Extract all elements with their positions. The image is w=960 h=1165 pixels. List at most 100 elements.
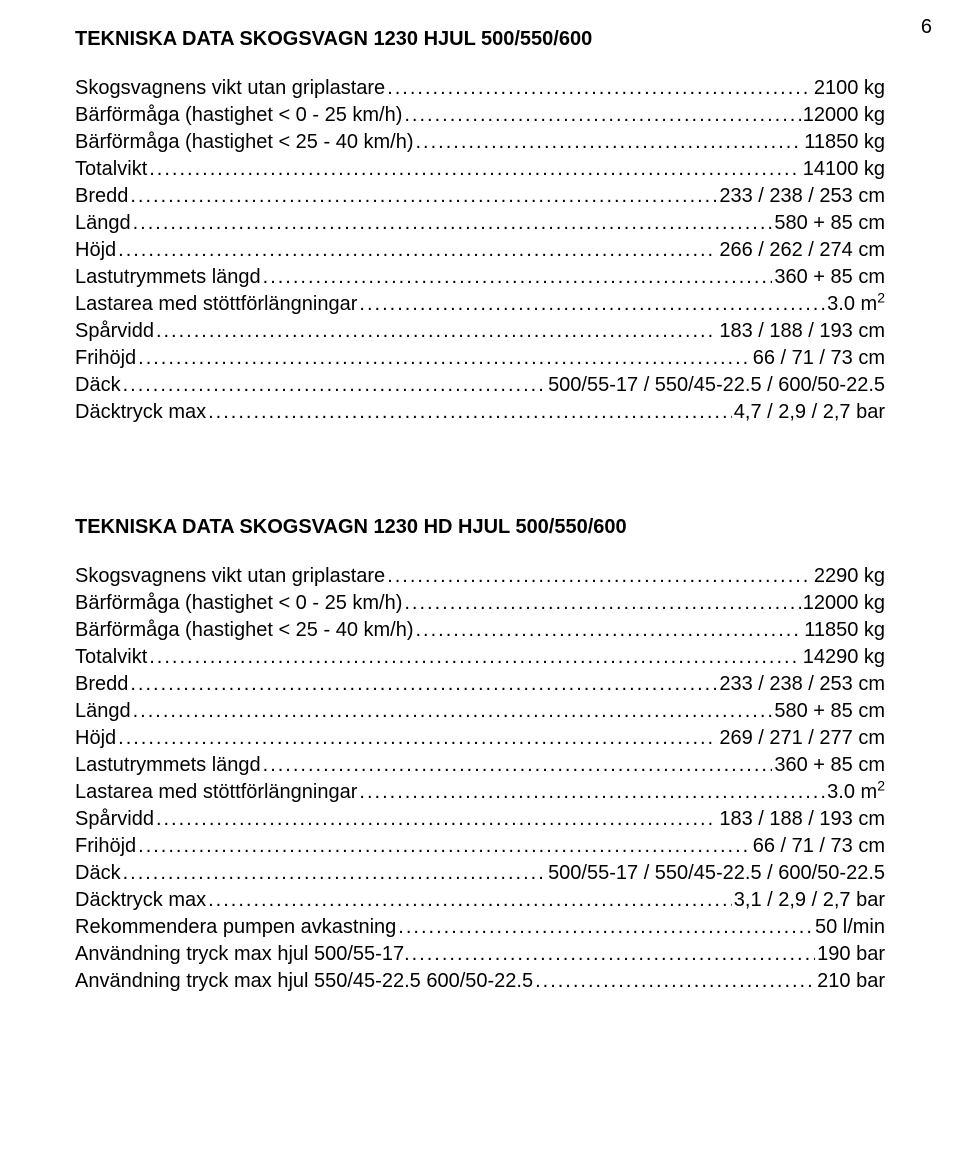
leader-dots [133,698,773,725]
spec-row: Bärförmåga (hastighet < 25 - 40 km/h) 11… [75,617,885,644]
spec-value: 269 / 271 / 277 cm [719,725,885,752]
spec-value: 580 + 85 cm [774,698,885,725]
spec-row: Rekommendera pumpen avkastning 50 l/min [75,914,885,941]
spec-label: Spårvidd [75,318,154,345]
spec-row: Frihöjd 66 / 71 / 73 cm [75,345,885,372]
leader-dots [416,617,803,644]
spec-value: 4,7 / 2,9 / 2,7 bar [734,399,885,426]
spec-label: Höjd [75,725,116,752]
spec-label: Lastutrymmets längd [75,752,261,779]
spec-label: Lastutrymmets längd [75,264,261,291]
spec-value: 3,1 / 2,9 / 2,7 bar [734,887,885,914]
spec-row: Lastarea med stöttförlängningar 3.0 m2 [75,291,885,318]
leader-dots [118,725,717,752]
leader-dots [398,914,813,941]
spec-value: 183 / 188 / 193 cm [719,318,885,345]
spec-label: Frihöjd [75,345,136,372]
document-page: 6 TEKNISKA DATA SKOGSVAGN 1230 HJUL 500/… [0,0,960,1165]
spec-value: 3.0 m2 [827,779,885,806]
spec-label: Bärförmåga (hastighet < 0 - 25 km/h) [75,590,402,617]
spec-row: Höjd 266 / 262 / 274 cm [75,237,885,264]
spec-row: Lastutrymmets längd 360 + 85 cm [75,264,885,291]
leader-dots [149,156,800,183]
spec-value: 233 / 238 / 253 cm [719,671,885,698]
leader-dots [412,941,816,968]
spec-label: Rekommendera pumpen avkastning [75,914,396,941]
page-number: 6 [921,16,932,39]
spec-value: 210 bar [817,968,885,995]
leader-dots [387,75,812,102]
spec-row: Totalvikt 14290 kg [75,644,885,671]
leader-dots [416,129,803,156]
spec-label: Användning tryck max hjul 550/45-22.5 60… [75,968,533,995]
leader-dots [387,563,812,590]
page-content: TEKNISKA DATA SKOGSVAGN 1230 HJUL 500/55… [75,28,885,995]
spec-row: Bärförmåga (hastighet < 25 - 40 km/h) 11… [75,129,885,156]
leader-dots [123,372,546,399]
leader-dots [149,644,800,671]
spec-label: Frihöjd [75,833,136,860]
spec-label: Däck [75,372,121,399]
leader-dots [263,264,773,291]
leader-dots [263,752,773,779]
spec-label: Höjd [75,237,116,264]
leader-dots [156,806,717,833]
spec-label: Bärförmåga (hastighet < 25 - 40 km/h) [75,129,414,156]
spec-row: Längd 580 + 85 cm [75,210,885,237]
spec-label: Bredd [75,183,128,210]
spec-value: 580 + 85 cm [774,210,885,237]
spec-row: Frihöjd 66 / 71 / 73 cm [75,833,885,860]
spec-row: Skogsvagnens vikt utan griplastare 2290 … [75,563,885,590]
spec-row: Höjd 269 / 271 / 277 cm [75,725,885,752]
leader-dots [130,671,717,698]
spec-value: 190 bar [817,941,885,968]
spec-row: Lastutrymmets längd 360 + 85 cm [75,752,885,779]
spec-label: Skogsvagnens vikt utan griplastare [75,75,385,102]
spec-label: Användning tryck max hjul 500/55-17. [75,941,410,968]
spec-label: Bärförmåga (hastighet < 25 - 40 km/h) [75,617,414,644]
spec-row: Bärförmåga (hastighet < 0 - 25 km/h) 120… [75,102,885,129]
section-gap [75,426,885,516]
leader-dots [138,833,751,860]
spec-row: Däck 500/55-17 / 550/45-22.5 / 600/50-22… [75,372,885,399]
spec-label: Totalvikt [75,644,147,671]
spec-label: Lastarea med stöttförlängningar [75,779,357,806]
leader-dots [133,210,773,237]
spec-value: 66 / 71 / 73 cm [753,833,885,860]
spec-value: 266 / 262 / 274 cm [719,237,885,264]
superscript: 2 [877,289,885,305]
spec-value: 3.0 m2 [827,291,885,318]
leader-dots [359,291,825,318]
spec-value: 233 / 238 / 253 cm [719,183,885,210]
spec-row: Användning tryck max hjul 500/55-17. 190… [75,941,885,968]
spec-value: 11850 kg [804,617,885,644]
spec-label: Lastarea med stöttförlängningar [75,291,357,318]
spec-row: Totalvikt 14100 kg [75,156,885,183]
leader-dots [359,779,825,806]
leader-dots [404,102,800,129]
spec-value: 500/55-17 / 550/45-22.5 / 600/50-22.5 [548,860,885,887]
spec-row: Däcktryck max 3,1 / 2,9 / 2,7 bar [75,887,885,914]
leader-dots [208,399,732,426]
spec-row: Lastarea med stöttförlängningar 3.0 m2 [75,779,885,806]
leader-dots [118,237,717,264]
spec-value: 12000 kg [803,590,885,617]
section-title: TEKNISKA DATA SKOGSVAGN 1230 HD HJUL 500… [75,516,885,539]
spec-value: 500/55-17 / 550/45-22.5 / 600/50-22.5 [548,372,885,399]
spec-value: 2290 kg [814,563,885,590]
spec-value: 11850 kg [804,129,885,156]
spec-label: Skogsvagnens vikt utan griplastare [75,563,385,590]
spec-label: Totalvikt [75,156,147,183]
spec-row: Bredd 233 / 238 / 253 cm [75,183,885,210]
spec-label: Spårvidd [75,806,154,833]
spec-label: Däcktryck max [75,887,206,914]
spec-value: 14290 kg [803,644,885,671]
spec-row: Skogsvagnens vikt utan griplastare 2100 … [75,75,885,102]
leader-dots [138,345,751,372]
spec-row: Spårvidd 183 / 188 / 193 cm [75,806,885,833]
spec-label: Däck [75,860,121,887]
spec-value: 360 + 85 cm [774,264,885,291]
spec-label: Däcktryck max [75,399,206,426]
spec-label: Längd [75,210,131,237]
spec-value: 2100 kg [814,75,885,102]
